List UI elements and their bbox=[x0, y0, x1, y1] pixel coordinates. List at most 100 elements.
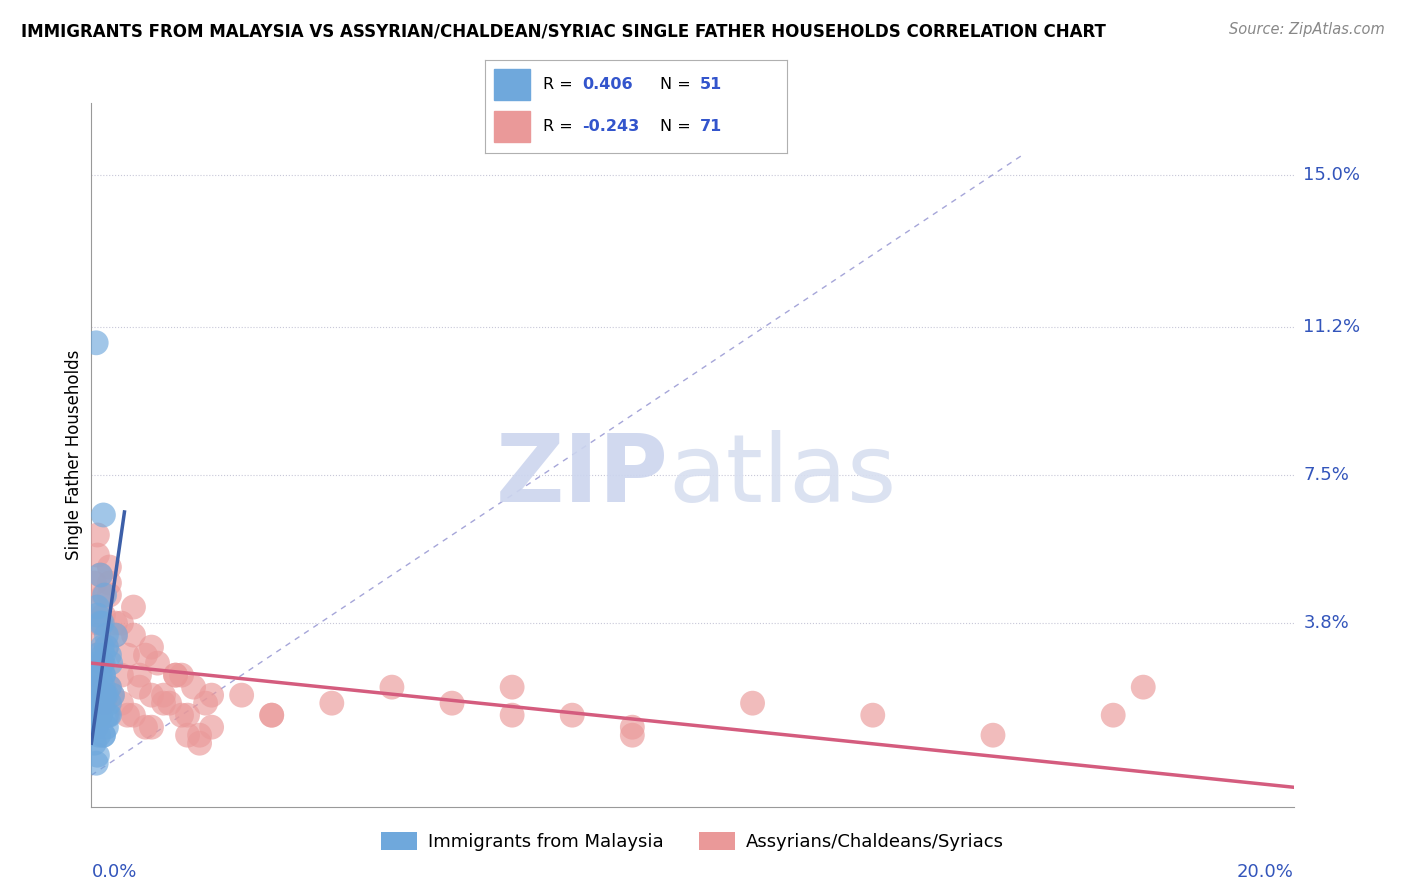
Point bbox=[96, 688, 118, 702]
Point bbox=[122, 600, 145, 615]
Text: -0.243: -0.243 bbox=[582, 120, 640, 134]
Point bbox=[183, 680, 205, 694]
Point bbox=[128, 680, 150, 694]
Point bbox=[134, 648, 156, 662]
Point bbox=[84, 335, 107, 350]
Point bbox=[96, 720, 118, 734]
Bar bbox=[494, 70, 530, 100]
Point bbox=[152, 688, 174, 702]
Point bbox=[141, 688, 163, 702]
Point bbox=[321, 696, 343, 710]
Point bbox=[84, 720, 107, 734]
Point bbox=[83, 668, 105, 682]
Point bbox=[176, 708, 198, 723]
Point bbox=[91, 656, 114, 670]
Point bbox=[84, 696, 107, 710]
Point bbox=[96, 640, 118, 654]
Point bbox=[89, 568, 111, 582]
Point bbox=[93, 728, 115, 742]
Point bbox=[122, 708, 145, 723]
Point bbox=[98, 588, 121, 602]
Point bbox=[84, 648, 107, 662]
Point bbox=[93, 588, 115, 602]
Point bbox=[91, 656, 114, 670]
Point bbox=[260, 708, 283, 723]
Text: 51: 51 bbox=[700, 77, 721, 92]
Point bbox=[98, 696, 121, 710]
Point bbox=[152, 696, 174, 710]
Point bbox=[98, 708, 121, 723]
Point bbox=[98, 680, 121, 694]
Point bbox=[86, 528, 108, 542]
Point bbox=[86, 748, 108, 763]
Point bbox=[93, 508, 115, 522]
Point bbox=[1132, 680, 1154, 694]
Point bbox=[201, 688, 224, 702]
Point bbox=[381, 680, 404, 694]
Point bbox=[146, 656, 169, 670]
Text: R =: R = bbox=[543, 77, 572, 92]
Point bbox=[165, 668, 187, 682]
Point bbox=[122, 628, 145, 642]
Point bbox=[89, 616, 111, 631]
Point bbox=[170, 668, 193, 682]
Point bbox=[93, 680, 115, 694]
Point bbox=[87, 668, 110, 682]
Point bbox=[176, 728, 198, 742]
Text: atlas: atlas bbox=[668, 430, 897, 522]
Point bbox=[83, 576, 105, 591]
Point bbox=[86, 648, 108, 662]
Text: 0.0%: 0.0% bbox=[91, 863, 136, 881]
Point bbox=[440, 696, 463, 710]
Point bbox=[862, 708, 884, 723]
Point bbox=[260, 708, 283, 723]
Point bbox=[98, 680, 121, 694]
Point bbox=[84, 600, 107, 615]
Point bbox=[83, 696, 105, 710]
Point bbox=[1102, 708, 1125, 723]
Point bbox=[87, 656, 110, 670]
Point bbox=[170, 708, 193, 723]
Point bbox=[93, 656, 115, 670]
Point bbox=[93, 728, 115, 742]
Text: 0.406: 0.406 bbox=[582, 77, 633, 92]
Point bbox=[117, 648, 139, 662]
Point bbox=[93, 696, 115, 710]
Point bbox=[101, 688, 124, 702]
Point bbox=[87, 728, 110, 742]
Point bbox=[89, 708, 111, 723]
Point bbox=[93, 648, 115, 662]
Point bbox=[134, 720, 156, 734]
Point bbox=[621, 720, 644, 734]
Point bbox=[86, 680, 108, 694]
Text: 7.5%: 7.5% bbox=[1303, 466, 1350, 484]
Point bbox=[83, 736, 105, 750]
Text: N =: N = bbox=[661, 120, 692, 134]
Point bbox=[93, 668, 115, 682]
Point bbox=[83, 680, 105, 694]
Point bbox=[188, 736, 211, 750]
Point bbox=[231, 688, 253, 702]
Point bbox=[84, 696, 107, 710]
Point bbox=[86, 668, 108, 682]
Point bbox=[96, 628, 118, 642]
Point bbox=[141, 640, 163, 654]
Text: 3.8%: 3.8% bbox=[1303, 614, 1348, 632]
Point bbox=[87, 628, 110, 642]
Legend: Immigrants from Malaysia, Assyrians/Chaldeans/Syriacs: Immigrants from Malaysia, Assyrians/Chal… bbox=[374, 824, 1011, 858]
Text: 15.0%: 15.0% bbox=[1303, 166, 1360, 184]
Text: 71: 71 bbox=[700, 120, 721, 134]
Point bbox=[96, 640, 118, 654]
Point bbox=[89, 668, 111, 682]
Bar bbox=[494, 112, 530, 142]
Point bbox=[101, 688, 124, 702]
Text: 20.0%: 20.0% bbox=[1237, 863, 1294, 881]
Point bbox=[96, 708, 118, 723]
Point bbox=[621, 728, 644, 742]
Point bbox=[83, 720, 105, 734]
Text: ZIP: ZIP bbox=[495, 430, 668, 522]
Point bbox=[110, 696, 132, 710]
Text: Source: ZipAtlas.com: Source: ZipAtlas.com bbox=[1229, 22, 1385, 37]
Point bbox=[110, 616, 132, 631]
Point bbox=[501, 680, 523, 694]
